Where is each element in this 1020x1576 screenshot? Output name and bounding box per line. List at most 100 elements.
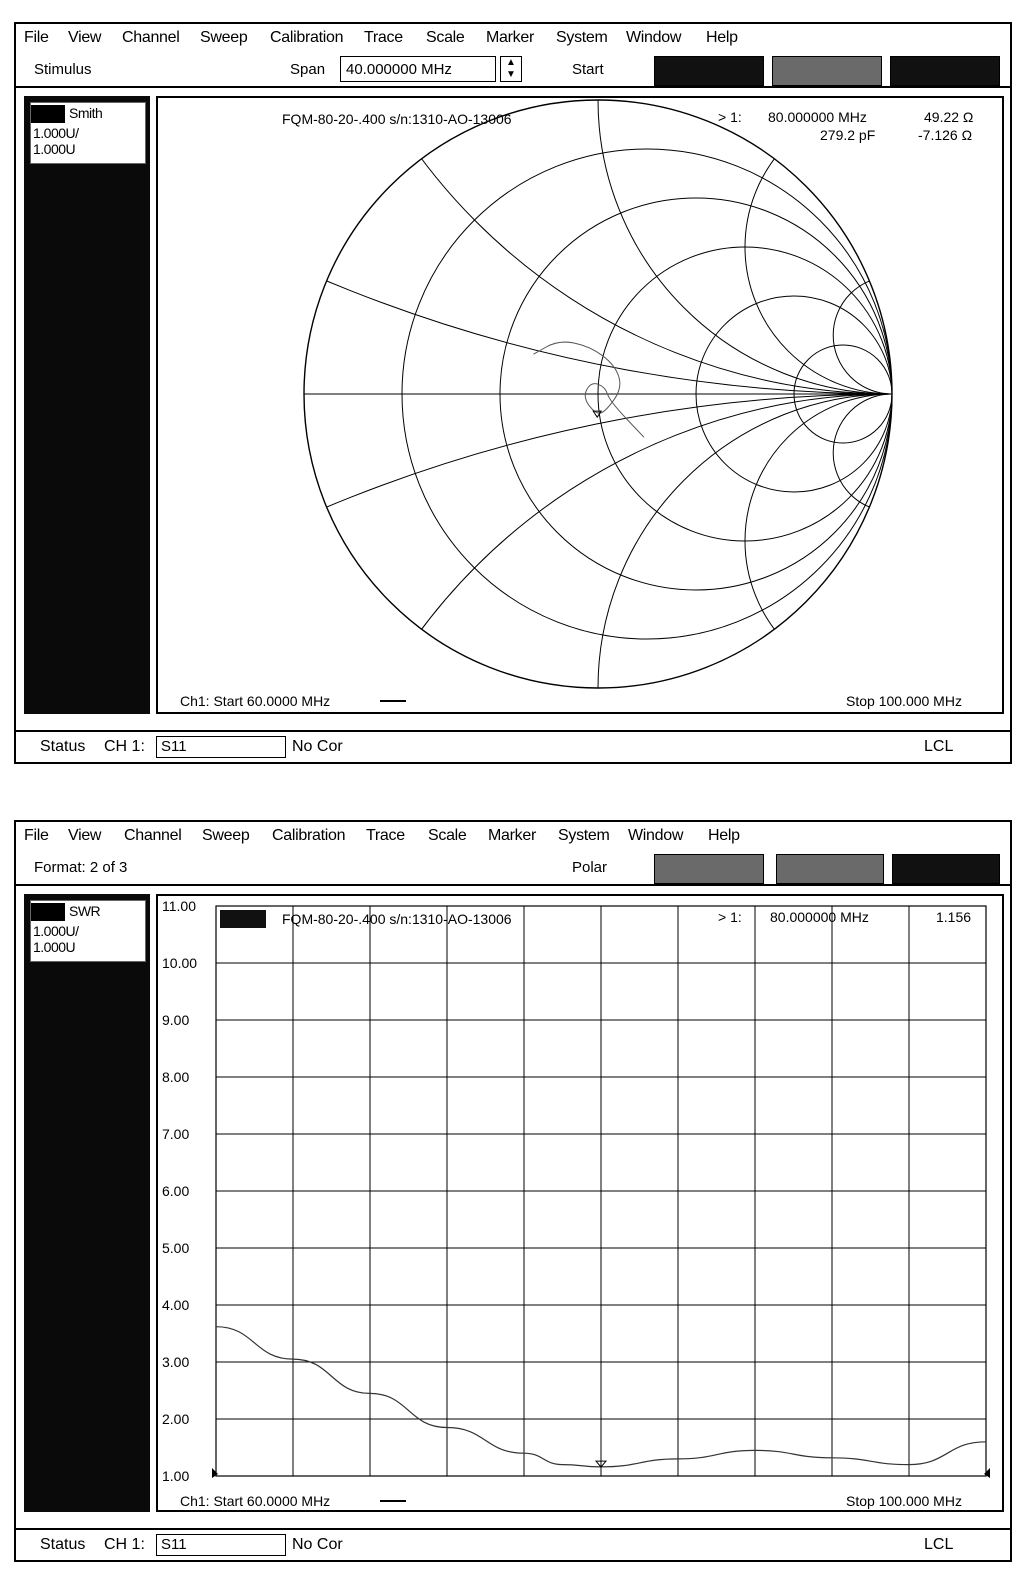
smith-trace-path [533, 341, 645, 438]
smith-marker-real: 49.22 Ω [924, 109, 973, 125]
menu-scale[interactable]: Scale [428, 827, 467, 844]
trace-legend[interactable]: SWR 1.000U/ 1.000U [30, 900, 146, 962]
menu-marker[interactable]: Marker [486, 29, 534, 46]
menu-window[interactable]: Window [626, 29, 682, 46]
softkey-2[interactable] [772, 56, 882, 86]
reactance-arc [832, 393, 892, 513]
swr-ytick-label: 10.00 [162, 955, 197, 971]
trace-swatch [220, 910, 266, 928]
reactance-arc [304, 100, 892, 395]
swr-marker-freq: 80.000000 MHz [770, 909, 869, 925]
swr-ytick-label: 11.00 [162, 898, 196, 914]
menu-file[interactable]: File [24, 827, 49, 844]
swr-ytick-label: 1.00 [162, 1468, 189, 1484]
swr-marker-id: > 1: [718, 909, 742, 925]
smith-grid-lines [304, 100, 892, 688]
resistance-circle [401, 148, 892, 640]
swr-ref-right [984, 1468, 990, 1478]
window-smith: File View Channel Sweep Calibration Trac… [14, 22, 1012, 764]
menu-calibration[interactable]: Calibration [270, 29, 344, 46]
resistance-circle [793, 344, 892, 444]
reactance-arc [744, 100, 892, 395]
smith-title: FQM-80-20-.400 s/n:1310-AO-13006 [282, 111, 512, 127]
swr-ytick-label: 8.00 [162, 1069, 189, 1085]
smith-marker-freq: 80.000000 MHz [768, 109, 867, 125]
trace-legend[interactable]: Smith 1.000U/ 1.000U [30, 102, 146, 164]
swr-marker-value: 1.156 [936, 909, 971, 925]
menu-marker[interactable]: Marker [488, 827, 536, 844]
menu-system[interactable]: System [558, 827, 610, 844]
smith-start-label: Ch1: Start 60.0000 MHz [180, 693, 330, 709]
start-label[interactable]: Start [572, 61, 604, 78]
menu-window[interactable]: Window [628, 827, 684, 844]
menu-channel[interactable]: Channel [122, 29, 180, 46]
menu-trace[interactable]: Trace [364, 29, 403, 46]
softkey-3[interactable] [892, 854, 1000, 884]
status-lcl: LCL [924, 1536, 954, 1553]
scale-ref: 1.000U [33, 141, 76, 157]
menu-sweep[interactable]: Sweep [202, 827, 250, 844]
swr-ref-left [212, 1468, 218, 1478]
trace-panel: SWR 1.000U/ 1.000U [24, 894, 150, 1512]
reactance-arc [304, 393, 892, 688]
swr-marker-symbol [594, 1460, 608, 1468]
status-param[interactable]: S11 [156, 736, 286, 758]
format-label: Smith [69, 105, 103, 121]
format-label: SWR [69, 903, 101, 919]
status-correction: No Cor [292, 1536, 343, 1553]
trace-color-swatch [31, 903, 65, 921]
smith-plot-area: FQM-80-20-.400 s/n:1310-AO-13006 > 1: 80… [156, 96, 1004, 714]
menu-scale[interactable]: Scale [426, 29, 465, 46]
menu-help[interactable]: Help [706, 29, 738, 46]
span-label: Span [290, 61, 326, 78]
resistance-circle [499, 197, 892, 591]
reactance-arc [744, 393, 892, 688]
scale-per-div: 1.000U/ [33, 125, 79, 141]
status-bar: Status CH 1: S11 No Cor LCL [16, 730, 1010, 762]
toolbar: Format: 2 of 3 Polar [16, 850, 1010, 886]
swr-stop-label: Stop 100.000 MHz [846, 1493, 962, 1509]
menu-trace[interactable]: Trace [366, 827, 405, 844]
trace-color-swatch [31, 105, 65, 123]
scale-ref: 1.000U [33, 939, 76, 955]
smith-stop-label: Stop 100.000 MHz [846, 693, 962, 709]
smith-marker-imag: -7.126 Ω [918, 127, 972, 143]
span-input[interactable]: 40.000000 MHz [340, 56, 496, 82]
smith-marker-cap: 279.2 pF [820, 127, 875, 143]
softkey-2[interactable] [776, 854, 884, 884]
trace-panel: Smith 1.000U/ 1.000U [24, 96, 150, 714]
smith-marker-id: > 1: [718, 109, 742, 125]
smith-chart: FQM-80-20-.400 s/n:1310-AO-13006 > 1: 80… [180, 99, 973, 709]
softkey-1[interactable] [654, 56, 764, 86]
swr-title: FQM-80-20-.400 s/n:1310-AO-13006 [282, 911, 512, 927]
menu-view[interactable]: View [68, 29, 102, 46]
swr-ytick-label: 3.00 [162, 1354, 189, 1370]
status-bar: Status CH 1: S11 No Cor LCL [16, 1528, 1010, 1560]
softkey-3[interactable] [890, 56, 1000, 86]
reactance-arc [304, 100, 892, 395]
menu-channel[interactable]: Channel [124, 827, 182, 844]
swr-ytick-label: 6.00 [162, 1183, 189, 1199]
menu-view[interactable]: View [68, 827, 102, 844]
menu-bar: File View Channel Sweep Calibration Trac… [16, 822, 1010, 851]
menu-system[interactable]: System [556, 29, 608, 46]
status-channel: CH 1: [104, 738, 145, 755]
menu-bar: File View Channel Sweep Calibration Trac… [16, 24, 1010, 53]
status-param[interactable]: S11 [156, 1534, 286, 1556]
softkey-1[interactable] [654, 854, 764, 884]
toolbar: Stimulus Span 40.000000 MHz ▲ ▼ Start [16, 52, 1010, 88]
resistance-circle [695, 295, 892, 493]
scale-per-div: 1.000U/ [33, 923, 79, 939]
menu-calibration[interactable]: Calibration [272, 827, 346, 844]
polar-label[interactable]: Polar [572, 859, 608, 876]
reactance-arc [597, 393, 892, 688]
menu-sweep[interactable]: Sweep [200, 29, 248, 46]
swr-ytick-label: 2.00 [162, 1411, 189, 1427]
status-lcl: LCL [924, 738, 954, 755]
menu-file[interactable]: File [24, 29, 49, 46]
reactance-arc [304, 393, 892, 688]
window-swr: File View Channel Sweep Calibration Trac… [14, 820, 1012, 1562]
span-stepper[interactable]: ▲ ▼ [500, 56, 522, 82]
menu-help[interactable]: Help [708, 827, 740, 844]
swr-ytick-label: 4.00 [162, 1297, 189, 1313]
